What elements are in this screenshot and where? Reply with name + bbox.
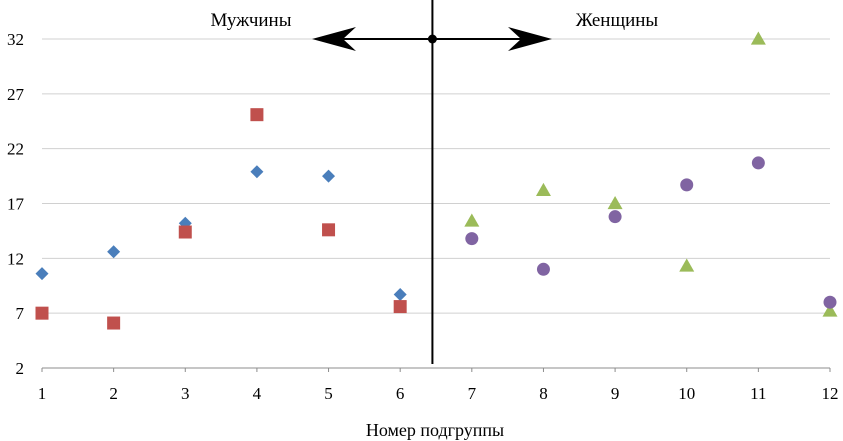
y-tick-label: 32 <box>7 30 24 49</box>
data-point-circle <box>751 156 765 170</box>
data-point-diamond <box>250 165 264 179</box>
x-tick-labels: 1 2 3 4 5 6 7 8 9 10 11 12 <box>38 368 839 403</box>
x-tick-label: 6 <box>396 384 405 403</box>
data-point-triangle <box>535 182 551 196</box>
data-point-triangle <box>750 31 766 45</box>
divider-center-dot <box>427 34 437 44</box>
group-label-men: Мужчины <box>211 10 292 31</box>
data-point-diamond <box>322 169 336 183</box>
x-tick-label: 12 <box>822 384 839 403</box>
x-tick-label: 1 <box>38 384 47 403</box>
data-point-circle <box>465 232 479 246</box>
data-point-triangle <box>607 196 623 210</box>
x-axis-label: Номер подгруппы <box>366 420 504 440</box>
gridlines <box>42 38 830 314</box>
data-point-square <box>107 316 121 330</box>
x-tick-label: 2 <box>109 384 118 403</box>
data-point-circle <box>536 262 550 276</box>
data-point-triangle <box>679 258 695 272</box>
y-tick-label: 7 <box>16 304 25 323</box>
y-tick-label: 2 <box>16 359 25 378</box>
x-tick-label: 10 <box>678 384 695 403</box>
data-point-circle <box>823 295 837 309</box>
data-point-triangle <box>822 303 838 317</box>
y-tick-label: 17 <box>7 195 25 214</box>
x-tick-label: 7 <box>468 384 477 403</box>
data-point-square <box>393 300 407 314</box>
group-label-women: Женщины <box>576 10 659 31</box>
x-tick-label: 11 <box>750 384 766 403</box>
data-point-square <box>178 225 192 239</box>
data-points <box>35 31 838 330</box>
x-tick-label: 4 <box>253 384 262 403</box>
data-point-square <box>35 306 49 320</box>
data-point-diamond <box>393 288 407 302</box>
y-tick-label: 12 <box>7 249 24 268</box>
x-tick-label: 3 <box>181 384 190 403</box>
y-tick-label: 27 <box>7 85 25 104</box>
data-point-diamond <box>35 267 49 281</box>
data-point-circle <box>608 210 622 224</box>
data-point-triangle <box>464 213 480 227</box>
data-point-square <box>322 223 336 237</box>
arrow-head-left <box>312 27 356 51</box>
data-point-square <box>250 108 264 122</box>
data-point-diamond <box>107 245 121 259</box>
data-point-circle <box>680 178 694 192</box>
x-tick-label: 5 <box>324 384 333 403</box>
y-tick-label: 22 <box>7 140 24 159</box>
x-tick-label: 8 <box>539 384 548 403</box>
x-tick-label: 9 <box>611 384 620 403</box>
arrow-head-right <box>508 27 552 51</box>
group-divider <box>312 0 552 364</box>
